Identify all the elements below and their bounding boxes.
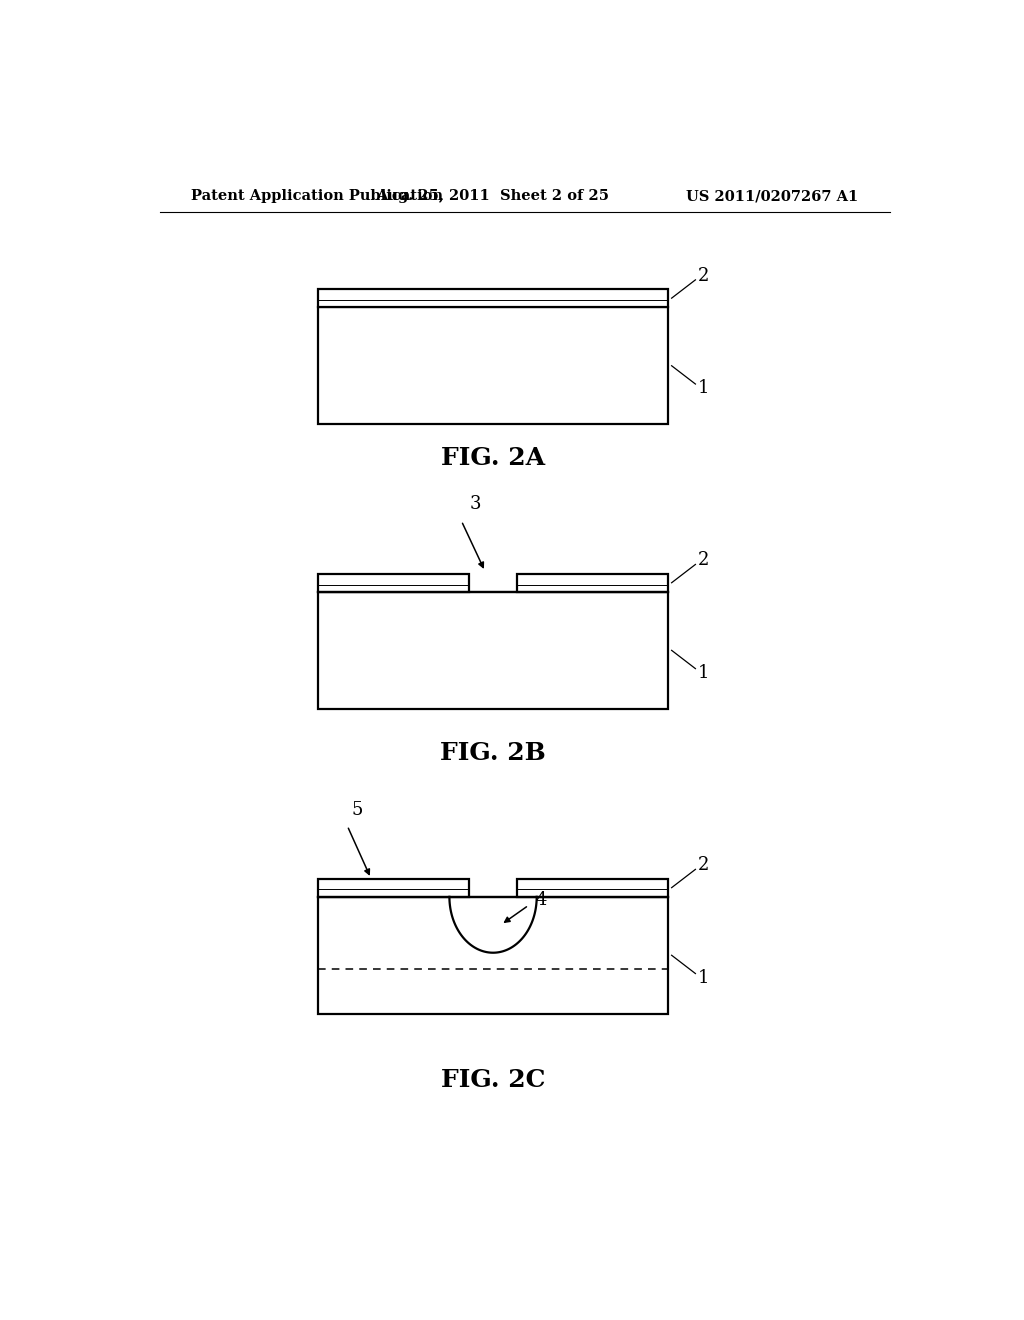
Bar <box>517 574 668 591</box>
Bar <box>318 879 469 896</box>
Text: US 2011/0207267 A1: US 2011/0207267 A1 <box>686 189 858 203</box>
Text: 4: 4 <box>536 891 547 909</box>
Text: FIG. 2C: FIG. 2C <box>440 1068 546 1092</box>
Text: 5: 5 <box>351 800 362 818</box>
Bar <box>318 308 668 424</box>
Bar <box>318 574 469 591</box>
Text: FIG. 2B: FIG. 2B <box>440 741 546 766</box>
Bar <box>517 879 668 896</box>
Bar <box>318 289 668 308</box>
Text: 2: 2 <box>697 857 710 874</box>
Text: 3: 3 <box>469 495 480 512</box>
Text: 2: 2 <box>697 267 710 285</box>
Text: Patent Application Publication: Patent Application Publication <box>191 189 443 203</box>
Text: FIG. 2A: FIG. 2A <box>441 446 545 470</box>
Text: 2: 2 <box>697 552 710 569</box>
Bar <box>318 591 668 709</box>
Text: 1: 1 <box>697 379 710 397</box>
Bar <box>318 896 668 1014</box>
Text: 1: 1 <box>697 664 710 681</box>
Text: 1: 1 <box>697 969 710 986</box>
Text: Aug. 25, 2011  Sheet 2 of 25: Aug. 25, 2011 Sheet 2 of 25 <box>377 189 609 203</box>
